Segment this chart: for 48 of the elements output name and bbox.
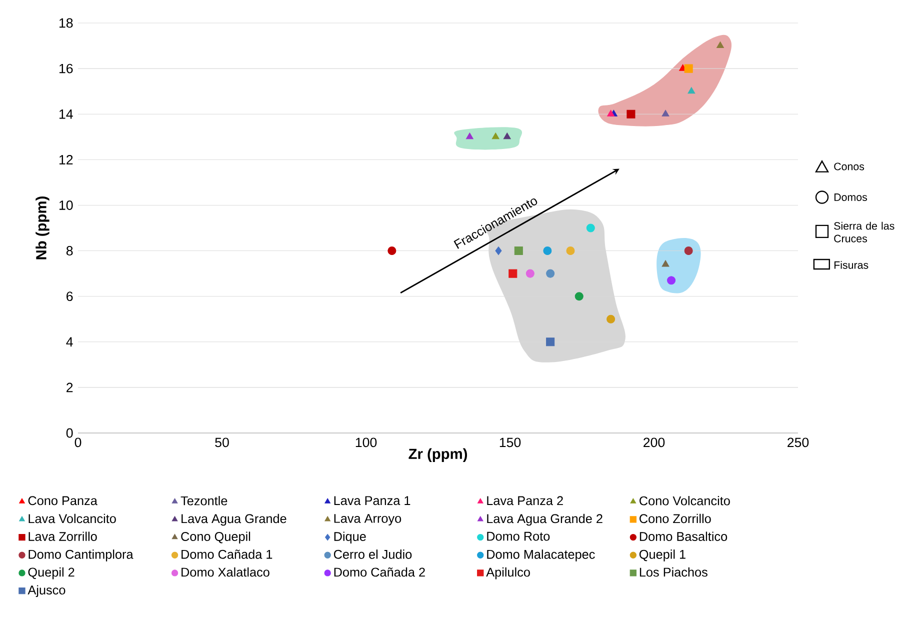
- y-tick-label: 2: [66, 382, 73, 392]
- x-tick-label: 50: [215, 438, 229, 448]
- legend-label: Lava Agua Grande 2: [487, 514, 602, 526]
- legend-label: Domo Xalatlaco: [182, 567, 270, 577]
- legend-label: Los Piachos: [640, 567, 708, 577]
- y-tick-label: 8: [66, 246, 73, 256]
- legend-label: Lava Panza 2: [487, 496, 563, 506]
- x-tick-label: 0: [74, 438, 82, 448]
- legend-label: Cerro el Judio: [334, 550, 412, 559]
- y-tick-label: 0: [66, 428, 73, 438]
- x-tick-label: 200: [644, 438, 665, 448]
- legend-label: Domo Malacatepec: [487, 550, 595, 562]
- legend-label: Dique: [334, 532, 366, 544]
- legend-label: Cono Panza: [28, 496, 98, 506]
- y-tick-label: 12: [59, 155, 73, 164]
- y-tick-label: 18: [59, 18, 73, 28]
- legend-label: Lava Panza 1: [334, 496, 410, 506]
- y-axis-title: Nb (ppm): [36, 196, 50, 260]
- y-tick-label: 14: [59, 110, 73, 119]
- legend-label: Domo Cañada 2: [334, 567, 425, 577]
- y-tick-label: 4: [66, 337, 73, 346]
- y-tick-label: 16: [59, 64, 73, 74]
- legend-label: Domo Basaltico: [640, 532, 728, 541]
- legend-label: Quepil 2: [28, 567, 74, 580]
- y-tick-label: 6: [66, 292, 73, 302]
- legend-label: Lava Volcancito: [28, 514, 116, 524]
- legend-label: Lava Zorrillo: [28, 532, 97, 541]
- text: Sierra de las Cruces: [834, 222, 894, 242]
- text: Fisuras: [834, 260, 868, 269]
- legend-label: Domo Cañada 1: [182, 550, 272, 559]
- legend-label: Quepil 1: [640, 550, 686, 562]
- legend-label: Cono Zorrillo: [640, 514, 711, 524]
- x-tick-label: 150: [500, 438, 521, 448]
- x-tick-label: 250: [788, 438, 809, 448]
- legend-label: Domo Roto: [487, 532, 550, 541]
- legend-label: Tezontle: [180, 496, 228, 506]
- text: Conos: [834, 162, 864, 170]
- legend-label: Cono Volcancito: [640, 496, 730, 506]
- legend-label: Cono Quepil: [181, 532, 250, 544]
- legend-label: Lava Agua Grande: [182, 514, 286, 526]
- legend-label: Lava Arroyo: [334, 514, 402, 526]
- legend-label: Ajusco: [28, 585, 66, 598]
- text: Domos: [834, 194, 868, 201]
- x-axis-title: Zr (ppm): [408, 448, 468, 462]
- y-tick-label: 10: [59, 200, 73, 210]
- x-tick-label: 100: [356, 438, 377, 448]
- legend-label: Apilulco: [486, 567, 530, 580]
- legend-label: Domo Cantimplora: [28, 550, 134, 562]
